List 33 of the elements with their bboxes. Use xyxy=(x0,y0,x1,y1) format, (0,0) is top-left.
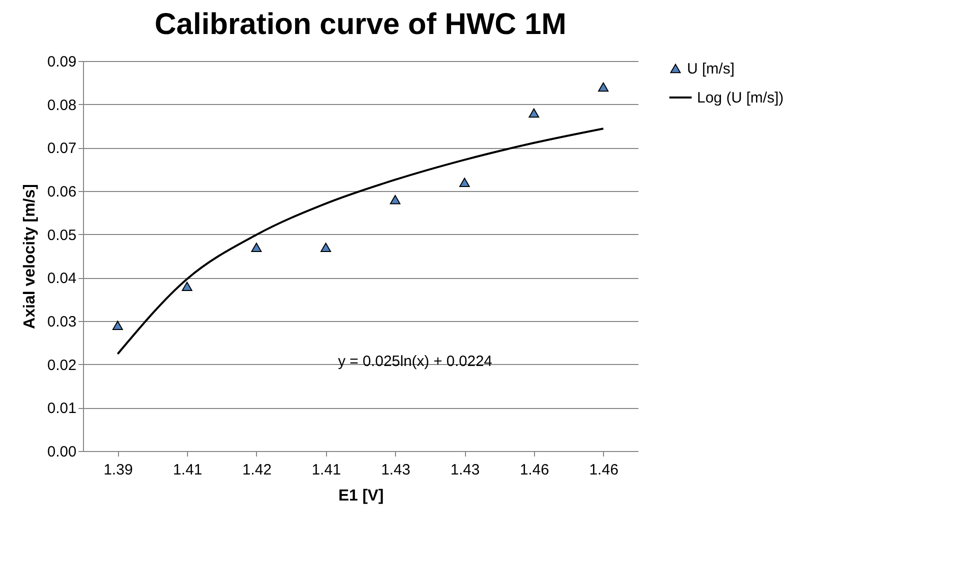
chart-title: Calibration curve of HWC 1M xyxy=(154,8,566,41)
legend-label: U [m/s] xyxy=(687,60,734,78)
legend-label: Log (U [m/s]) xyxy=(697,90,784,106)
annotation: y = 0.025ln(x) + 0.0224 xyxy=(338,353,492,370)
x-tick-label: 1.43 xyxy=(381,462,410,478)
y-tick-label: 0.04 xyxy=(47,270,76,288)
x-tick-label: 1.46 xyxy=(520,462,550,478)
x-tick-label: 1.43 xyxy=(450,462,480,478)
line-series xyxy=(116,128,604,355)
y-tick-label: 0.07 xyxy=(47,140,76,158)
x-tick-label: 1.41 xyxy=(172,462,202,478)
y-axis-title: Axial velocity [m/s] xyxy=(21,184,38,329)
y-tick-label: 0.02 xyxy=(47,356,76,374)
x-tick-label: 1.41 xyxy=(312,462,341,478)
x-tick-label: 1.42 xyxy=(242,462,272,478)
y-tick-label: 0.08 xyxy=(47,96,76,114)
y-tick-label: 0.05 xyxy=(47,226,76,244)
point xyxy=(182,282,192,291)
x-tick-label: 1.46 xyxy=(589,462,618,478)
x-tick-label: 1.39 xyxy=(104,462,133,478)
y-tick-label: 0.01 xyxy=(47,400,76,418)
y-tick-label: 0.09 xyxy=(47,54,76,70)
point xyxy=(320,242,332,252)
y-tick-label: 0.03 xyxy=(47,314,76,330)
point xyxy=(528,108,540,118)
x-axis-title: E1 [V] xyxy=(338,488,384,504)
point xyxy=(459,178,470,187)
y-tick-label: 0.06 xyxy=(47,184,76,200)
y-tick-label: 0.00 xyxy=(47,444,76,460)
point xyxy=(112,320,123,330)
point xyxy=(598,82,609,92)
point xyxy=(251,242,262,252)
point xyxy=(390,195,400,204)
